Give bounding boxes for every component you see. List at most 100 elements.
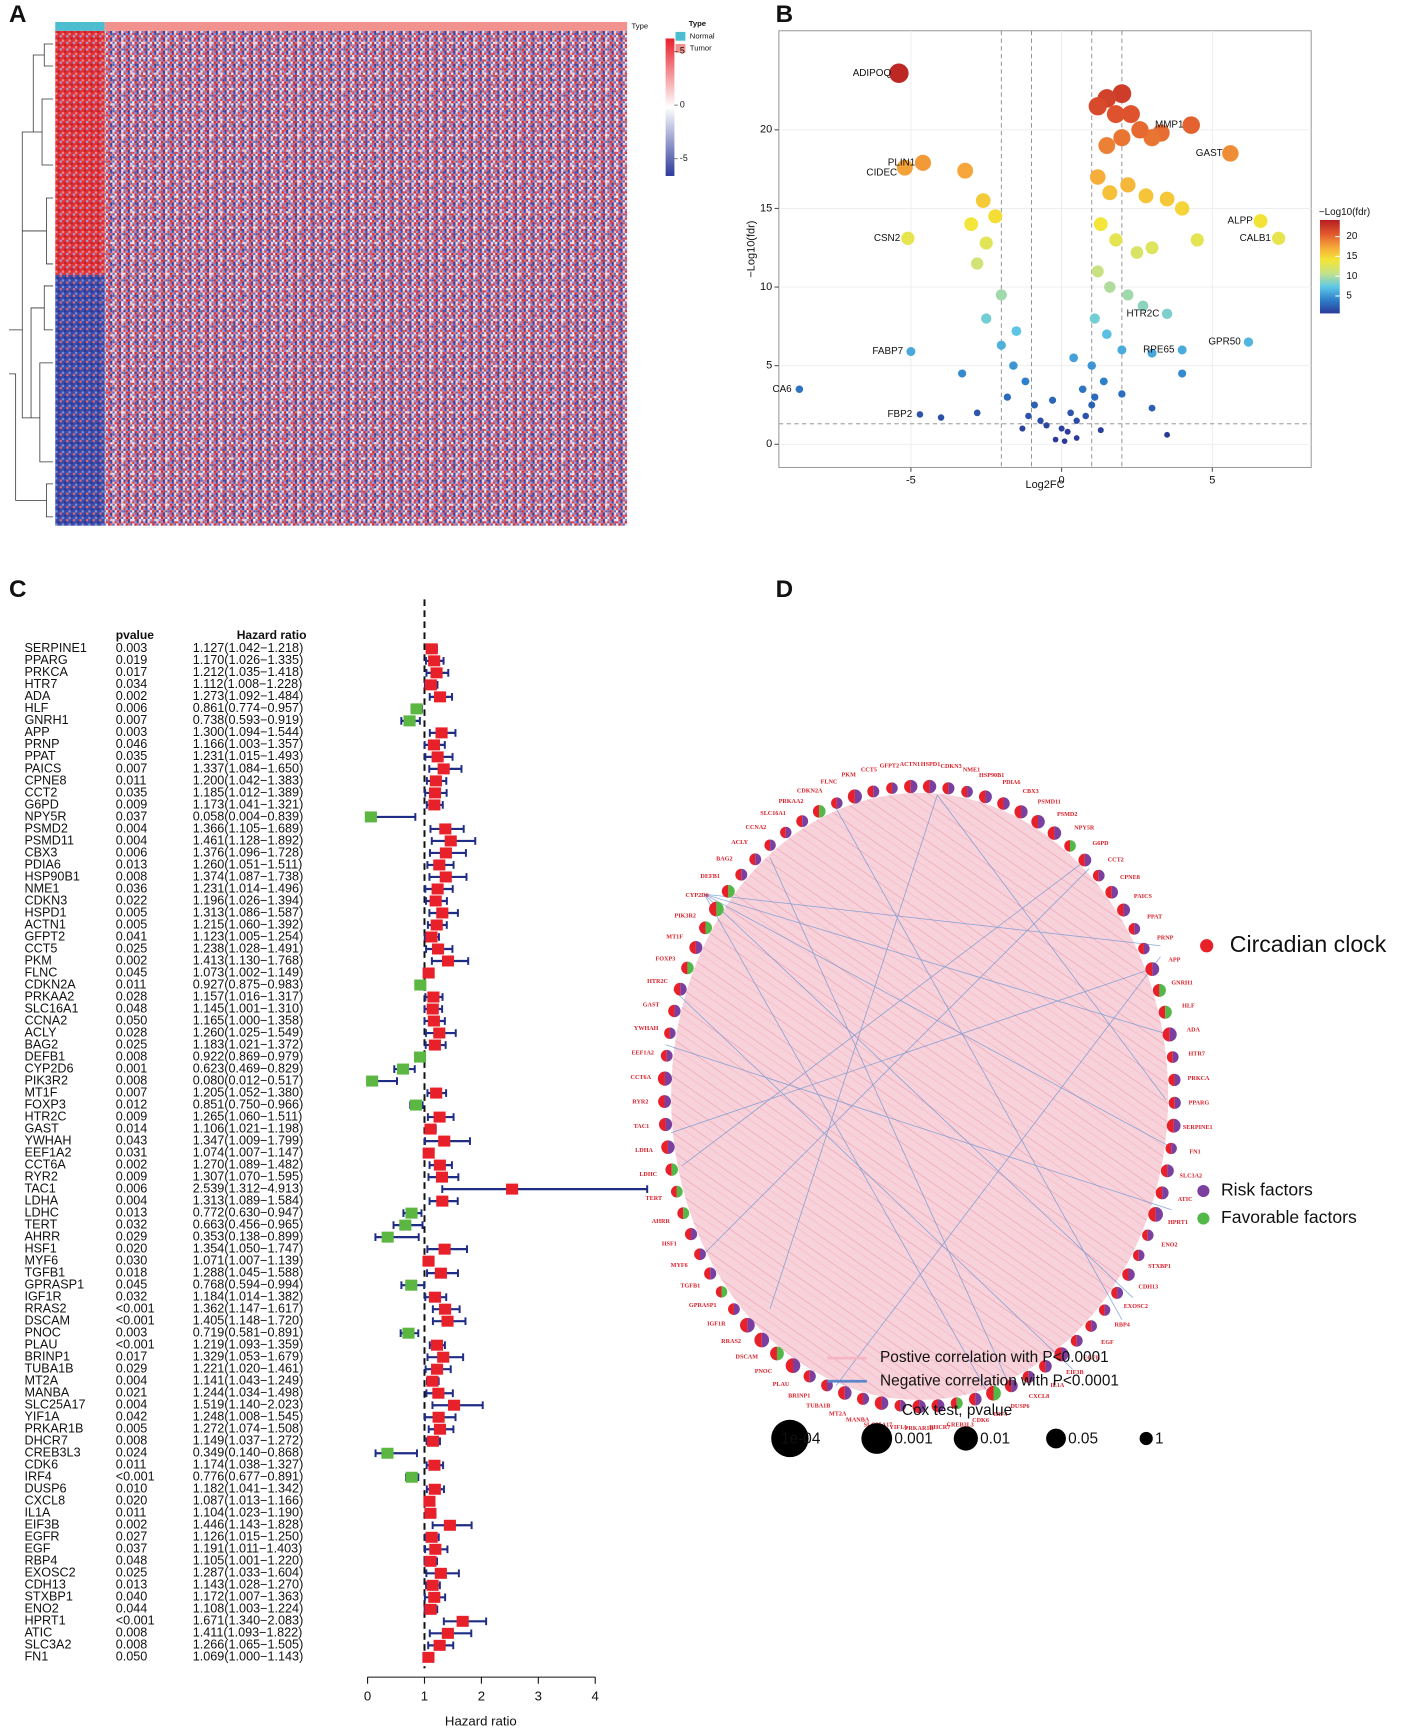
node-factor-half xyxy=(695,940,703,955)
pvalue: 0.019 xyxy=(116,653,148,667)
size-legend-label: 0.001 xyxy=(894,1431,932,1448)
network-node xyxy=(1070,1334,1083,1347)
pvalue: 0.013 xyxy=(116,1578,148,1592)
node-group-half xyxy=(665,1163,672,1176)
node-label: FOXP3 xyxy=(656,956,676,962)
node-factor-half xyxy=(680,982,687,996)
point xyxy=(1073,417,1080,424)
network-node xyxy=(665,1163,678,1176)
node-group-half xyxy=(821,1379,827,1392)
node-factor-half xyxy=(1128,1268,1135,1281)
node-label: PIK3R2 xyxy=(674,913,696,919)
point xyxy=(1069,353,1079,363)
hazard-marker xyxy=(441,955,455,967)
hazard-marker xyxy=(424,1123,437,1135)
pvalue: 0.011 xyxy=(116,977,147,991)
node-group-half xyxy=(1098,1304,1105,1316)
node-group-half xyxy=(1078,853,1085,867)
hazard-ratio: 1.182(1.041−1.342) xyxy=(193,1482,304,1496)
network-node xyxy=(894,1399,907,1412)
point xyxy=(916,411,924,418)
node-group-half xyxy=(1022,1370,1029,1383)
heatmap-block xyxy=(55,274,105,526)
size-legend-circle xyxy=(1046,1428,1066,1449)
node-label: CDKN3 xyxy=(941,764,962,770)
network-node xyxy=(1098,1304,1111,1316)
hazard-ratio: 1.149(1.037−1.272) xyxy=(193,1434,304,1448)
gene-name: CYP2D6 xyxy=(24,1061,73,1075)
node-group-half xyxy=(664,1027,670,1039)
node-factor-half xyxy=(700,1248,706,1261)
pvalue: 0.029 xyxy=(116,1229,148,1243)
heatmap-block xyxy=(104,30,628,526)
hazard-ratio: 1.260(1.025−1.549) xyxy=(193,1025,304,1039)
node-group-half xyxy=(1145,962,1153,977)
pvalue: 0.010 xyxy=(116,1482,148,1496)
network-node xyxy=(658,1117,673,1132)
pvalue: 0.006 xyxy=(116,1181,148,1195)
node-label: GNRH1 xyxy=(1171,980,1192,986)
hazard-ratio: 1.170(1.026−1.335) xyxy=(193,653,304,667)
pvalue: 0.035 xyxy=(116,749,148,763)
point xyxy=(889,63,909,83)
point xyxy=(1097,427,1104,434)
hazard-ratio: 0.353(0.138−0.899) xyxy=(193,1229,304,1243)
gene-name: GPRASP1 xyxy=(24,1278,84,1292)
point xyxy=(964,217,979,232)
hazard-marker xyxy=(425,931,438,943)
legend-swatch xyxy=(675,43,686,53)
pvalue: 0.011 xyxy=(116,1506,147,1520)
point xyxy=(1088,401,1096,409)
network-node xyxy=(838,1386,852,1400)
node-factor-half xyxy=(1054,826,1062,840)
node-factor-half xyxy=(948,782,955,795)
network-node xyxy=(1014,805,1028,819)
node-factor-half xyxy=(809,1370,816,1383)
point xyxy=(1011,326,1022,336)
node-group-half xyxy=(1070,1334,1077,1347)
hazard-ratio: 0.861(0.774−0.957) xyxy=(193,701,304,715)
node-label: LDHC xyxy=(639,1172,657,1178)
node-factor-half xyxy=(1155,1207,1163,1222)
gene-name: CREB3L3 xyxy=(24,1446,80,1460)
node-group-half xyxy=(735,868,742,881)
gene-name: EIF3B xyxy=(24,1518,59,1532)
network-node xyxy=(780,826,792,839)
x-tick-label: 2 xyxy=(478,1688,485,1703)
node-group-half xyxy=(1039,1359,1046,1373)
node-label: PRKCA xyxy=(1188,1076,1210,1082)
hazard-ratio: 0.776(0.677−0.891) xyxy=(193,1470,304,1484)
gene-name: FN1 xyxy=(24,1650,48,1664)
pvalue: 0.009 xyxy=(116,1169,148,1183)
network-node xyxy=(1092,869,1105,882)
node-factor-half xyxy=(1167,1164,1174,1178)
network-edges xyxy=(665,794,1175,1397)
node-factor-half xyxy=(664,1095,671,1108)
node-label: FLNC xyxy=(821,780,838,786)
node-factor-half xyxy=(728,884,735,898)
pvalue: 0.008 xyxy=(116,869,148,883)
hazard-marker xyxy=(428,1591,441,1603)
pvalue: <0.001 xyxy=(116,1314,155,1328)
point xyxy=(973,409,981,417)
node-label: PKM xyxy=(842,773,857,779)
hazard-marker xyxy=(428,1459,441,1471)
hazard-ratio: 1.411(1.093−1.822) xyxy=(193,1626,303,1640)
hazard-marker xyxy=(402,1327,415,1339)
column-header: Hazard ratio xyxy=(237,628,307,642)
point-label: GAST xyxy=(1196,148,1223,159)
pvalue: 0.032 xyxy=(116,1290,148,1304)
point xyxy=(1161,308,1173,320)
pvalue: 0.042 xyxy=(116,1410,148,1424)
point-label: CALB1 xyxy=(1240,233,1272,244)
node-group-half xyxy=(673,982,681,996)
pvalue: 0.013 xyxy=(116,857,148,871)
node-group-half xyxy=(1158,1005,1166,1019)
hazard-marker xyxy=(444,835,457,847)
pvalue: 0.006 xyxy=(116,845,148,859)
node-group-half xyxy=(1117,903,1124,917)
gene-name: CCT5 xyxy=(24,941,57,955)
node-label: APP xyxy=(1168,958,1180,964)
node-group-half xyxy=(657,1071,665,1086)
node-factor-half xyxy=(755,853,762,866)
